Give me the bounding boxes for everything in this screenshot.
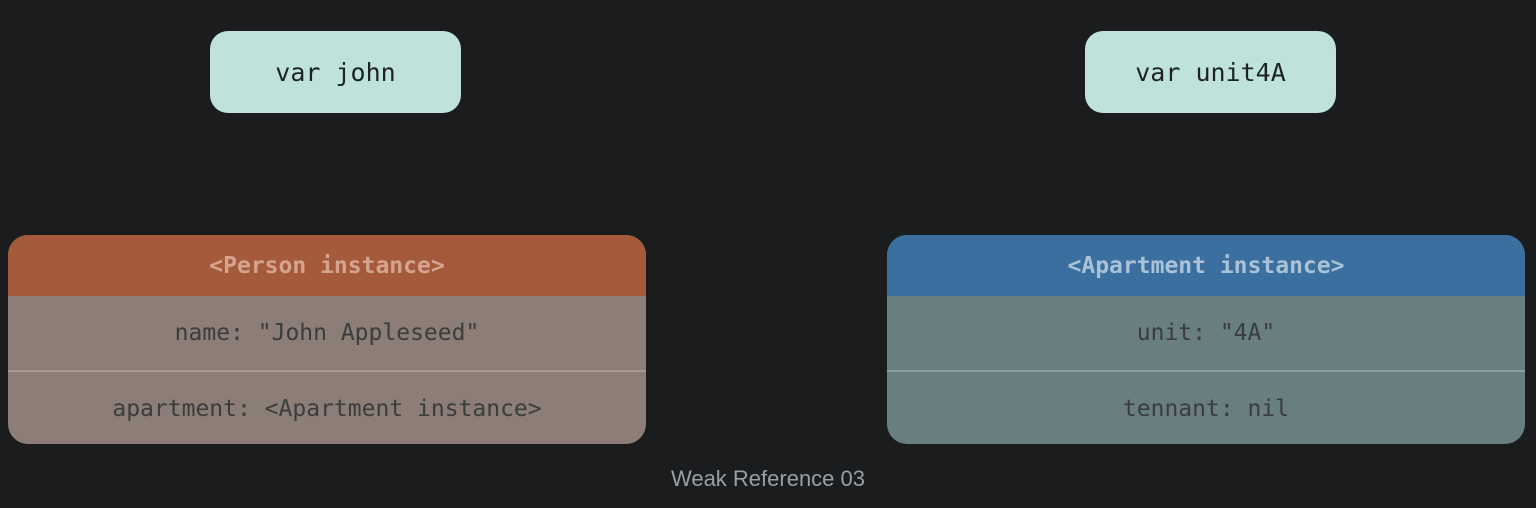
person-name-field: name: "John Appleseed" xyxy=(174,320,480,346)
apartment-instance-box: <Apartment instance> unit: "4A" tennant:… xyxy=(887,235,1525,444)
apartment-tennant-field: tennant: nil xyxy=(1122,396,1290,422)
apartment-instance-title: <Apartment instance> xyxy=(887,235,1525,296)
apartment-unit-field: unit: "4A" xyxy=(1136,320,1276,346)
var-john-box: var john xyxy=(210,31,461,113)
var-john-label: var john xyxy=(275,57,396,87)
person-field-divider xyxy=(8,370,646,372)
person-apartment-field: apartment: <Apartment instance> xyxy=(112,396,542,422)
diagram-caption: Weak Reference 03 xyxy=(670,466,866,491)
person-instance-title: <Person instance> xyxy=(8,235,646,296)
apartment-field-divider xyxy=(887,370,1525,372)
var-unit4a-box: var unit4A xyxy=(1085,31,1336,113)
person-instance-box: <Person instance> name: "John Appleseed"… xyxy=(8,235,646,444)
var-unit4a-label: var unit4A xyxy=(1135,57,1286,87)
